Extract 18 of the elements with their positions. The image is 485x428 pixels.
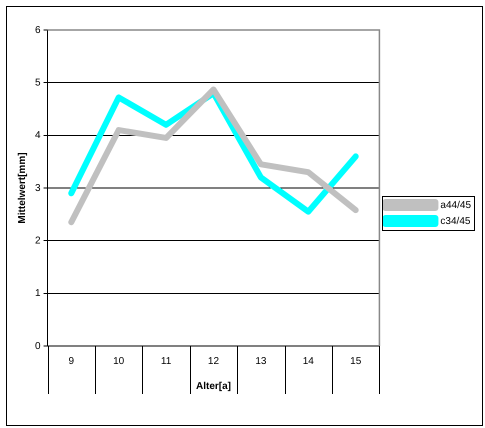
legend-label: a44/45 xyxy=(440,200,472,211)
x-tick-label: 11 xyxy=(160,356,172,367)
x-tick-label: 15 xyxy=(350,356,362,367)
y-tick-label: 3 xyxy=(35,182,41,194)
x-axis-title: Alter[a] xyxy=(196,380,231,392)
y-tick-label: 6 xyxy=(35,24,41,36)
y-tick-label: 4 xyxy=(35,130,41,142)
y-tick-label: 0 xyxy=(35,340,41,352)
y-tick-label: 5 xyxy=(35,77,41,88)
y-tick-label: 1 xyxy=(35,288,41,300)
x-tick-label: 12 xyxy=(208,356,220,367)
y-axis-title: Mittelwert[mm] xyxy=(16,152,28,224)
y-tick-label: 2 xyxy=(35,235,41,246)
legend-label: c34/45 xyxy=(440,216,471,227)
x-tick-label: 9 xyxy=(68,356,74,367)
x-tick-label: 14 xyxy=(302,356,314,367)
x-tick-label: 13 xyxy=(255,356,267,367)
x-tick-label: 10 xyxy=(113,356,125,367)
